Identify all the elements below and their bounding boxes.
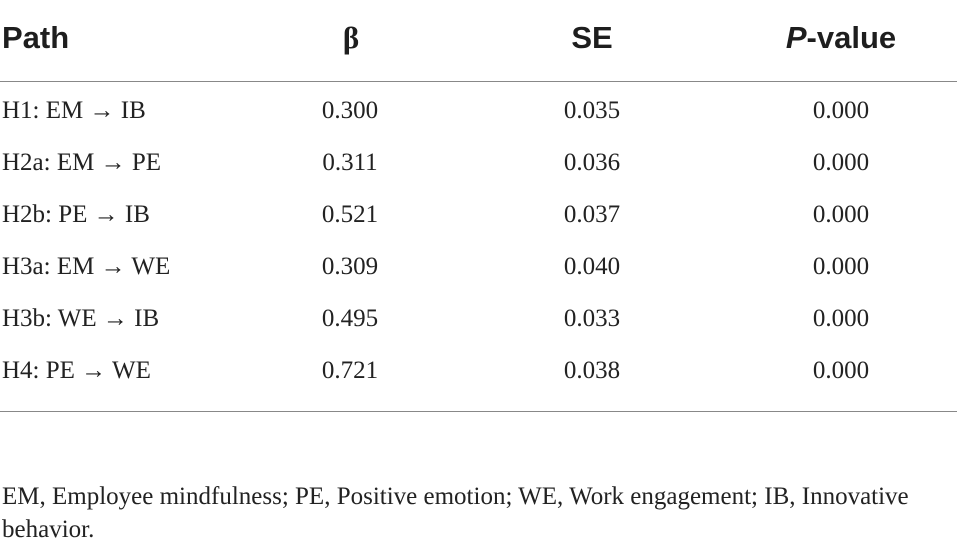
- table-footnote: EM, Employee mindfulness; PE, Positive e…: [2, 483, 909, 543]
- cell-path: H2b: PE → IB: [2, 201, 150, 228]
- cell-beta: 0.300: [321, 97, 379, 124]
- cell-se: 0.038: [563, 357, 621, 384]
- cell-beta: 0.721: [321, 357, 379, 384]
- header-se: SE: [571, 20, 613, 55]
- cell-p-value: 0.000: [812, 305, 870, 332]
- cell-beta: 0.521: [321, 201, 379, 228]
- table-row: H1: EM → IB 0.300 0.035 0.000: [0, 85, 957, 137]
- table-row: H3a: EM → WE 0.309 0.040 0.000: [0, 241, 957, 293]
- table-header-row: Path β SE P-value: [0, 0, 957, 82]
- cell-path: H4: PE → WE: [2, 357, 151, 384]
- cell-p-value: 0.000: [812, 357, 870, 384]
- header-p-rest: -value: [806, 20, 897, 55]
- cell-se: 0.037: [563, 201, 621, 228]
- table-body: H1: EM → IB 0.300 0.035 0.000 H2a: EM → …: [0, 82, 957, 412]
- cell-path: H1: EM → IB: [2, 97, 146, 124]
- cell-beta: 0.311: [322, 149, 378, 176]
- cell-p-value: 0.000: [812, 97, 870, 124]
- cell-se: 0.040: [563, 253, 621, 280]
- cell-se: 0.033: [563, 305, 621, 332]
- cell-path: H3b: WE → IB: [2, 305, 160, 332]
- cell-path: H3a: EM → WE: [2, 253, 171, 280]
- header-p-value: P-value: [776, 18, 906, 58]
- cell-se: 0.035: [563, 97, 621, 124]
- table-row: H3b: WE → IB 0.495 0.033 0.000: [0, 293, 957, 345]
- header-p-italic: P: [785, 20, 807, 55]
- header-beta: β: [342, 20, 360, 55]
- cell-beta: 0.309: [321, 253, 379, 280]
- table-row: H4: PE → WE 0.721 0.038 0.000: [0, 345, 957, 397]
- header-path: Path: [2, 20, 70, 55]
- results-table: Path β SE P-value H1: EM → IB 0.300 0.03…: [0, 0, 957, 412]
- cell-beta: 0.495: [321, 305, 379, 332]
- cell-path: H2a: EM → PE: [2, 149, 162, 176]
- cell-p-value: 0.000: [812, 253, 870, 280]
- table-row: H2a: EM → PE 0.311 0.036 0.000: [0, 137, 957, 189]
- cell-p-value: 0.000: [812, 149, 870, 176]
- cell-se: 0.036: [563, 149, 621, 176]
- table-row: H2b: PE → IB 0.521 0.037 0.000: [0, 189, 957, 241]
- cell-p-value: 0.000: [812, 201, 870, 228]
